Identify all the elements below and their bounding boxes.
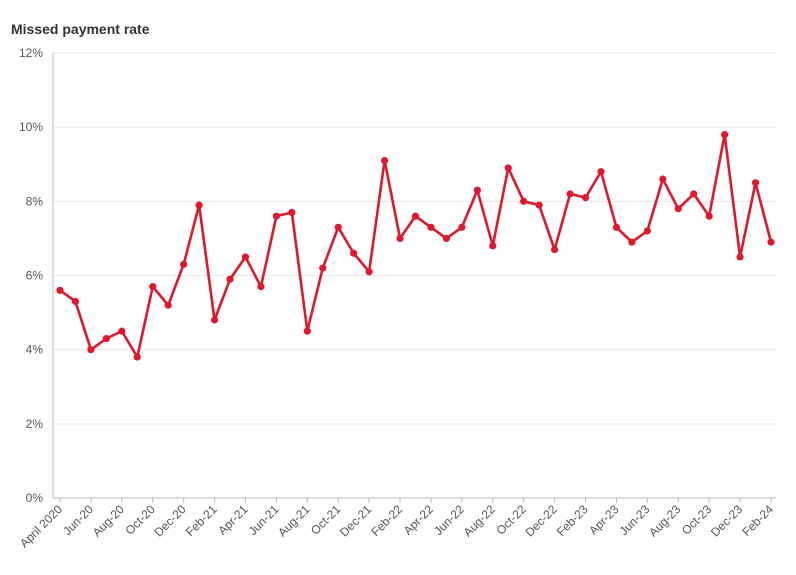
data-point <box>411 212 420 220</box>
data-point <box>226 275 234 283</box>
y-tick-label: 12% <box>19 46 43 60</box>
y-tick-label: 4% <box>26 343 44 357</box>
data-point <box>705 212 713 220</box>
x-tick-label: Aug-22 <box>461 502 498 539</box>
data-point <box>520 197 528 205</box>
data-point <box>442 234 451 243</box>
data-point <box>767 238 775 246</box>
data-point <box>319 264 327 272</box>
x-tick-label: Apr-21 <box>215 502 251 538</box>
data-point <box>257 283 265 291</box>
data-point <box>473 186 481 194</box>
y-tick-label: 0% <box>26 491 44 505</box>
data-point <box>659 175 667 183</box>
data-point <box>380 156 389 165</box>
x-tick-label: Dec-23 <box>708 502 745 539</box>
data-point <box>581 194 590 202</box>
data-point <box>56 286 64 294</box>
y-tick-label: 6% <box>26 269 44 283</box>
gridlines <box>53 52 776 499</box>
x-tick-label: Jun-21 <box>246 502 282 538</box>
x-tick-label: Oct-22 <box>493 502 529 538</box>
data-point <box>597 168 605 176</box>
x-tick-label: Oct-23 <box>679 502 715 538</box>
x-tick-label: Apr-22 <box>401 502 437 538</box>
x-tick-label: Oct-20 <box>122 502 158 538</box>
data-point <box>71 297 80 306</box>
data-point <box>628 238 636 246</box>
data-point <box>350 249 358 257</box>
data-point <box>272 212 280 220</box>
x-tick-label: Feb-21 <box>183 502 220 539</box>
x-tick-label: Aug-21 <box>275 502 312 539</box>
data-point <box>458 223 466 231</box>
x-axis: April 2020Jun-20Aug-20Oct-20Dec-20Feb-21… <box>17 498 776 550</box>
data-point <box>427 223 435 231</box>
x-tick-label: Apr-23 <box>586 502 622 538</box>
x-tick-label: Aug-20 <box>90 502 127 539</box>
data-point <box>612 223 621 231</box>
data-point <box>396 234 404 243</box>
data-point <box>736 253 744 261</box>
data-point <box>334 223 342 231</box>
x-tick-label: April 2020 <box>17 502 65 550</box>
data-point <box>149 283 157 291</box>
x-tick-label: Feb-22 <box>368 502 405 539</box>
data-point <box>118 327 126 335</box>
chart-title: Missed payment rate <box>11 21 150 37</box>
data-point <box>210 316 219 324</box>
data-point <box>489 242 497 250</box>
data-point <box>535 201 543 209</box>
data-point <box>365 268 373 276</box>
x-tick-label: Oct-21 <box>308 502 344 538</box>
x-tick-label: Dec-20 <box>152 502 189 539</box>
data-point <box>551 245 559 254</box>
data-point <box>674 205 682 213</box>
data-point <box>721 130 729 139</box>
data-point <box>303 327 311 335</box>
data-point <box>87 346 95 354</box>
data-point <box>643 227 651 235</box>
data-point <box>690 190 698 198</box>
data-point <box>180 260 188 268</box>
x-tick-label: Dec-21 <box>337 502 374 539</box>
series <box>56 130 775 361</box>
data-point <box>195 201 203 209</box>
x-tick-label: Dec-22 <box>522 502 559 539</box>
data-point <box>241 253 250 261</box>
x-tick-label: Feb-24 <box>739 502 776 539</box>
x-tick-label: Jun-22 <box>431 502 467 538</box>
data-point <box>751 179 760 187</box>
series-line <box>58 133 773 359</box>
data-point <box>566 190 574 198</box>
y-tick-label: 8% <box>26 194 44 208</box>
data-point <box>504 164 512 172</box>
y-tick-label: 10% <box>19 120 43 134</box>
x-tick-label: Aug-23 <box>646 502 683 539</box>
data-point <box>288 208 296 217</box>
data-point <box>164 301 172 309</box>
y-axis: 0% 2% 4% 6% 8% 10% 12% <box>19 46 54 505</box>
data-point <box>133 353 141 361</box>
data-point <box>102 334 110 343</box>
x-tick-label: Jun-20 <box>60 502 96 538</box>
y-tick-label: 2% <box>26 417 44 431</box>
x-tick-label: Feb-23 <box>554 502 591 539</box>
x-tick-label: Jun-23 <box>617 502 653 538</box>
